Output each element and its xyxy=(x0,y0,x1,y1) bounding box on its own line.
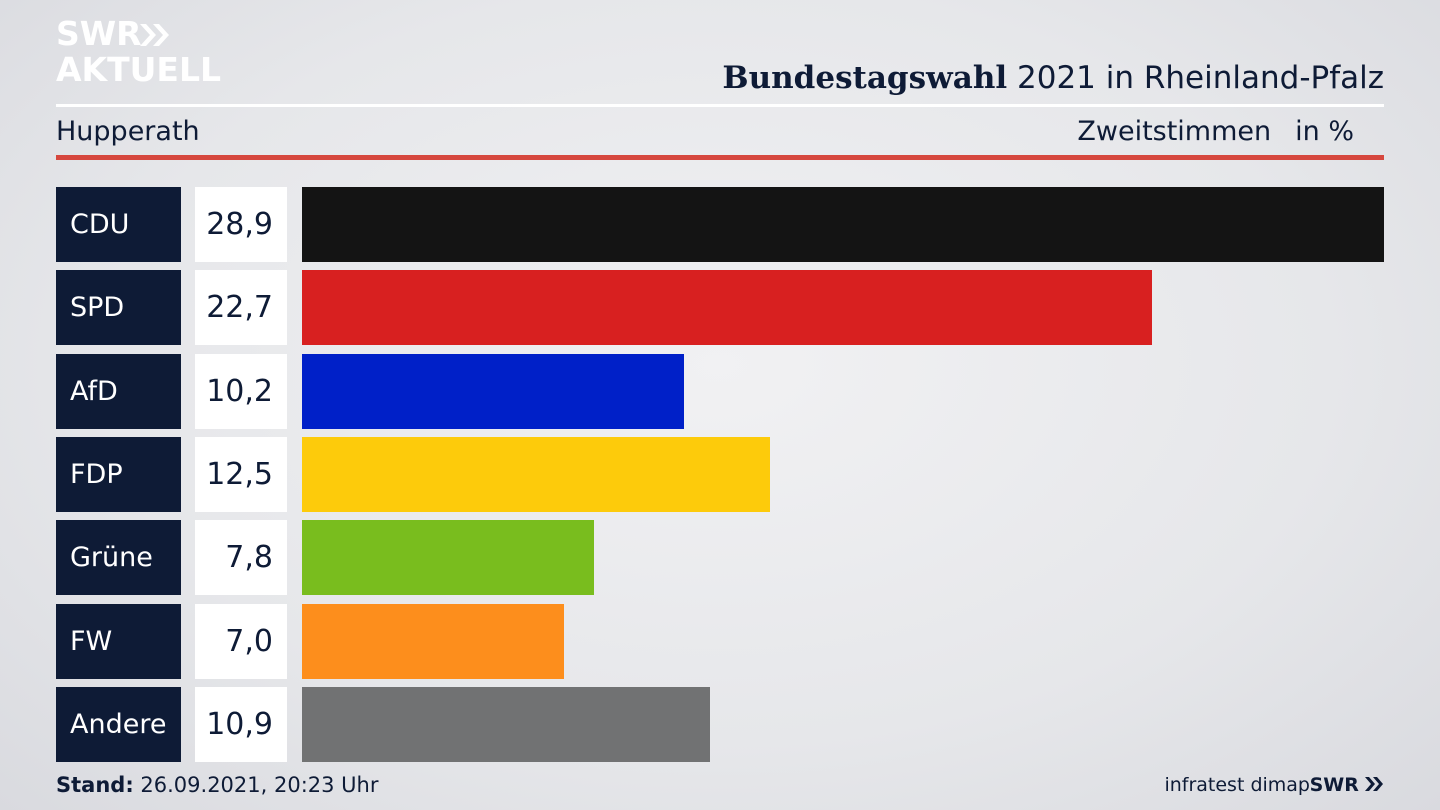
bar-row: Grüne 7,8 xyxy=(0,520,1440,596)
bar xyxy=(302,436,770,512)
unit-label: in % xyxy=(1295,116,1354,147)
swr-aktuell-logo: SWR AKTUELL xyxy=(56,16,236,90)
value-label: 7,0 xyxy=(195,603,287,679)
measure-name: Zweitstimmen xyxy=(1077,116,1272,147)
bar-row: CDU 28,9 xyxy=(0,187,1440,262)
bar xyxy=(302,270,1152,346)
bar-row: FDP 12,5 xyxy=(0,436,1440,512)
party-label: AfD xyxy=(56,353,181,429)
swr-footer-logo: SWR xyxy=(1310,770,1384,800)
value-label: 28,9 xyxy=(195,187,287,262)
measure-label: Zweitstimmen in % xyxy=(1077,114,1354,150)
swr-footer-text: SWR xyxy=(1309,774,1359,796)
timestamp-value: 26.09.2021, 20:23 Uhr xyxy=(133,773,379,797)
bar xyxy=(302,187,1384,262)
value-label: 12,5 xyxy=(195,436,287,512)
logo-line-2: AKTUELL xyxy=(56,50,222,89)
bar-row: Andere 10,9 xyxy=(0,686,1440,762)
party-label: FW xyxy=(56,603,181,679)
party-label: Andere xyxy=(56,686,181,762)
source-credit: infratest dimap xyxy=(1164,774,1310,796)
chart-title-bold: Bundestagswahl xyxy=(722,60,1008,96)
value-label: 10,2 xyxy=(195,353,287,429)
logo-chevrons-icon xyxy=(140,24,169,46)
swr-footer-chevrons-icon xyxy=(1365,777,1383,791)
bar xyxy=(302,603,564,679)
timestamp: Stand: 26.09.2021, 20:23 Uhr xyxy=(56,770,379,800)
region-name: Hupperath xyxy=(56,116,200,147)
accent-divider xyxy=(56,155,1384,160)
bar xyxy=(302,353,684,429)
value-label: 7,8 xyxy=(195,520,287,596)
value-label: 10,9 xyxy=(195,686,287,762)
party-label: FDP xyxy=(56,436,181,512)
header-divider xyxy=(56,104,1384,107)
bar xyxy=(302,520,594,596)
party-label: Grüne xyxy=(56,520,181,596)
logo-line-1: SWR xyxy=(56,14,142,53)
value-label: 22,7 xyxy=(195,270,287,346)
bar-row: FW 7,0 xyxy=(0,603,1440,679)
chart-title-rest: 2021 in Rheinland-Pfalz xyxy=(1007,60,1384,96)
bar-row: AfD 10,2 xyxy=(0,353,1440,429)
party-label: CDU xyxy=(56,187,181,262)
timestamp-label: Stand: xyxy=(56,773,134,797)
party-label: SPD xyxy=(56,270,181,346)
bar-row: SPD 22,7 xyxy=(0,270,1440,346)
chart-title: Bundestagswahl 2021 in Rheinland-Pfalz xyxy=(722,58,1384,98)
bar xyxy=(302,686,710,762)
